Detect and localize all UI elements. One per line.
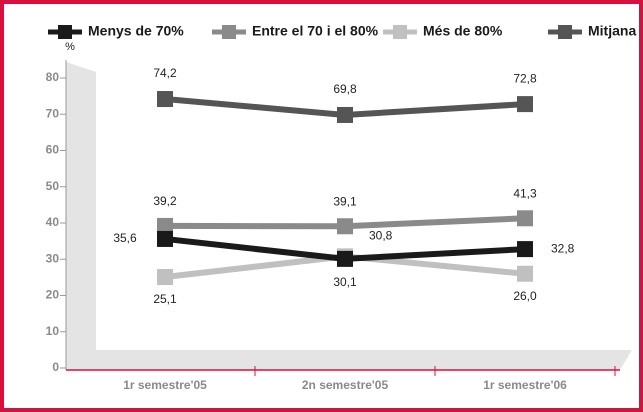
legend-marker (222, 25, 236, 39)
point-marker (517, 241, 533, 258)
point-marker (157, 217, 173, 234)
y-axis-label: % (65, 41, 75, 53)
legend-label: Mitjana (588, 23, 636, 39)
y-tick-label: 60 (46, 143, 60, 157)
value-label: 39,1 (333, 194, 357, 208)
point-marker (517, 96, 533, 113)
point-marker (517, 210, 533, 227)
value-label: 30,8 (369, 229, 393, 243)
legend-label: Més de 80% (423, 23, 503, 39)
legend-label: Menys de 70% (88, 23, 184, 39)
point-marker (517, 265, 533, 282)
x-tick-label: 1r semestre'06 (483, 378, 567, 392)
point-marker (157, 91, 173, 108)
value-label: 41,3 (513, 186, 537, 200)
value-label: 39,2 (153, 194, 177, 208)
y-tick-label: 40 (46, 215, 60, 229)
x-tick-label: 2n semestre'05 (302, 378, 389, 392)
y-tick-label: 20 (46, 288, 60, 302)
legend-marker (393, 25, 407, 39)
y-tick-label: 0 (52, 360, 59, 374)
legend-marker (558, 25, 572, 39)
point-marker (337, 250, 353, 267)
value-label: 30,1 (333, 275, 357, 289)
value-label: 32,8 (551, 241, 575, 255)
legend-marker (58, 25, 72, 39)
value-label: 25,1 (153, 292, 177, 306)
y-tick-label: 10 (46, 324, 60, 338)
y-tick-label: 80 (46, 70, 60, 84)
value-label: 72,8 (513, 71, 537, 85)
value-label: 69,8 (333, 82, 357, 96)
y-tick-label: 70 (46, 106, 60, 120)
point-marker (337, 106, 353, 123)
point-marker (157, 230, 173, 247)
value-label: 35,6 (113, 231, 137, 245)
point-marker (157, 269, 173, 286)
x-tick-label: 1r semestre'05 (123, 378, 207, 392)
y-tick-label: 30 (46, 251, 60, 265)
y-tick-label: 50 (46, 179, 60, 193)
value-label: 26,0 (513, 289, 537, 303)
value-label: 74,2 (153, 66, 177, 80)
point-marker (337, 218, 353, 235)
legend-label: Entre el 70 i el 80% (252, 23, 379, 39)
